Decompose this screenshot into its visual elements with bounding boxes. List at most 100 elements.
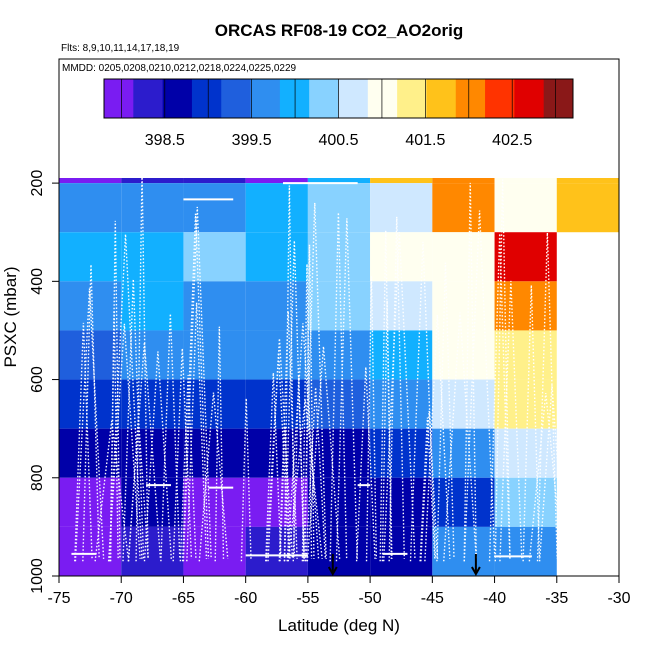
flight-track-profile [143, 351, 173, 562]
flight-track-profile [420, 410, 439, 562]
dates-subtitle: MMDD: 0205,0208,0210,0212,0218,0224,0225… [62, 63, 297, 74]
flight-track-profile [306, 346, 341, 562]
colorbar-tick-label: 398.5 [145, 132, 185, 149]
flight-track-profile [409, 241, 437, 562]
heatmap-cell [370, 526, 433, 576]
heatmap-cell [370, 330, 433, 380]
heatmap-cell [494, 183, 557, 233]
y-tick-label: 400 [29, 268, 46, 295]
colorbar-segment [191, 79, 222, 118]
flight-track-profile [179, 375, 197, 562]
flight-track-profile [182, 206, 212, 562]
heatmap-cell [121, 379, 184, 429]
heatmap-cell [307, 183, 371, 233]
flight-track-profile [74, 288, 105, 562]
flight-track-profile [304, 244, 315, 562]
heatmap-cell [59, 330, 122, 380]
flight-track-profile [283, 240, 305, 562]
x-tick-label: -65 [172, 590, 195, 607]
flight-track-profile [365, 276, 378, 562]
heatmap-cell [59, 183, 122, 233]
flight-track-profile [127, 342, 162, 562]
flight-track-profile [329, 212, 348, 562]
heatmap-cell [307, 281, 371, 331]
flight-track-profile [214, 326, 225, 562]
flight-track-profile [463, 182, 477, 562]
heatmap-cell [432, 526, 495, 576]
heatmap-cell [307, 428, 371, 478]
colorbar-segment [221, 79, 252, 118]
colorbar-segment [397, 79, 427, 118]
colorbar-segment [543, 79, 574, 118]
x-tick-label: -30 [607, 590, 630, 607]
flight-track-profile [301, 264, 313, 562]
x-tick-label: -60 [234, 590, 257, 607]
heatmap-cell [183, 379, 246, 429]
heatmap-cell [494, 477, 557, 527]
y-axis-label: PSXC (mbar) [1, 266, 20, 367]
heatmap-cell [494, 379, 557, 429]
x-tick-label: -50 [359, 590, 382, 607]
heatmap-cell [59, 428, 122, 478]
plot-frame [58, 58, 620, 577]
flight-track-profile [265, 338, 294, 562]
x-tick-label: -40 [483, 590, 506, 607]
heatmap-cell [432, 379, 495, 429]
colorbar-segment [485, 79, 515, 118]
y-axis: 200 400 600 800 1000 [29, 170, 59, 594]
heatmap-cell [183, 428, 246, 478]
heatmap-cell [183, 477, 246, 527]
x-tick-label: -35 [545, 590, 568, 607]
heatmap-cell [432, 428, 495, 478]
colorbar-frame [103, 78, 574, 119]
flight-track-profile [499, 280, 523, 562]
y-tick-label: 600 [29, 366, 46, 393]
x-tick-label: -55 [296, 590, 319, 607]
heatmap-cell [432, 477, 495, 527]
x-tick-label: -45 [421, 590, 444, 607]
heatmap-cell [121, 526, 184, 576]
colorbar-segment [133, 79, 164, 118]
flight-track-profile [109, 220, 121, 562]
flight-track-profile [355, 367, 376, 562]
heatmap-cell [183, 330, 246, 380]
flight-track-profile [419, 417, 436, 562]
flight-track-profile [443, 312, 477, 562]
chart-title: ORCAS RF08-19 CO2_AO2orig [215, 21, 463, 40]
flight-track-profile [172, 348, 193, 562]
flight-track-profile [240, 398, 252, 562]
heatmap-cell [245, 232, 308, 282]
flight-track-profile [265, 372, 282, 562]
heatmap-cell [307, 330, 371, 380]
colorbar: 398.5 399.5 400.5 401.5 402.5 [103, 78, 574, 149]
flight-track-profile [74, 322, 93, 562]
y-tick-label: 200 [29, 170, 46, 197]
x-axis: -75 -70 -65 -60 -55 -50 -45 -40 -35 -30 [47, 576, 631, 607]
heatmap-cell [121, 183, 184, 233]
heatmap-cell [121, 232, 184, 282]
heatmap-cell [556, 183, 619, 233]
flight-track-profile [283, 185, 296, 562]
flight-track-profile [536, 232, 558, 562]
heatmap-cell [494, 526, 557, 576]
heatmap-cell [494, 330, 557, 380]
flight-track-profile [436, 262, 455, 562]
x-axis-label: Latitude (deg N) [278, 616, 400, 635]
heatmap-cell [121, 281, 184, 331]
heatmap-cell [245, 281, 308, 331]
heatmap-cell [370, 379, 433, 429]
heatmap-cell [121, 428, 184, 478]
marker-arrow-head [471, 566, 481, 577]
heatmap-cell [370, 183, 433, 233]
heatmap-cell [183, 526, 246, 576]
flight-track-profile [181, 213, 210, 562]
heatmap-cell [183, 183, 246, 233]
flight-track-profile [335, 218, 358, 562]
colorbar-segment [367, 79, 398, 118]
heatmap-cell [245, 526, 308, 576]
colorbar-segment [426, 79, 457, 118]
flight-track-profile [522, 285, 541, 562]
colorbar-segment [162, 79, 193, 118]
y-tick-label: 800 [29, 464, 46, 491]
colorbar-tick-label: 401.5 [405, 132, 445, 149]
